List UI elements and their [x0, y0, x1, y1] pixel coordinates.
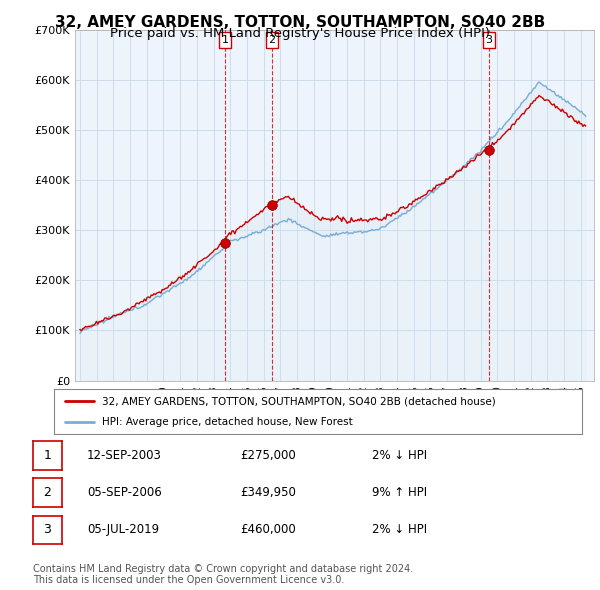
Text: 05-SEP-2006: 05-SEP-2006 [87, 486, 162, 499]
Text: 32, AMEY GARDENS, TOTTON, SOUTHAMPTON, SO40 2BB: 32, AMEY GARDENS, TOTTON, SOUTHAMPTON, S… [55, 15, 545, 30]
Text: 1: 1 [43, 449, 52, 462]
Text: £275,000: £275,000 [240, 449, 296, 462]
Text: 2% ↓ HPI: 2% ↓ HPI [372, 523, 427, 536]
Text: 2% ↓ HPI: 2% ↓ HPI [372, 449, 427, 462]
Text: 2: 2 [43, 486, 52, 499]
Text: Contains HM Land Registry data © Crown copyright and database right 2024.
This d: Contains HM Land Registry data © Crown c… [33, 563, 413, 585]
Text: 12-SEP-2003: 12-SEP-2003 [87, 449, 162, 462]
Text: £349,950: £349,950 [240, 486, 296, 499]
Text: £460,000: £460,000 [240, 523, 296, 536]
Text: 2: 2 [268, 35, 275, 45]
Text: 05-JUL-2019: 05-JUL-2019 [87, 523, 159, 536]
Text: 32, AMEY GARDENS, TOTTON, SOUTHAMPTON, SO40 2BB (detached house): 32, AMEY GARDENS, TOTTON, SOUTHAMPTON, S… [101, 396, 495, 407]
Text: 3: 3 [43, 523, 52, 536]
Text: HPI: Average price, detached house, New Forest: HPI: Average price, detached house, New … [101, 417, 352, 427]
Text: Price paid vs. HM Land Registry's House Price Index (HPI): Price paid vs. HM Land Registry's House … [110, 27, 490, 40]
Text: 3: 3 [485, 35, 493, 45]
Text: 9% ↑ HPI: 9% ↑ HPI [372, 486, 427, 499]
Text: 1: 1 [221, 35, 229, 45]
